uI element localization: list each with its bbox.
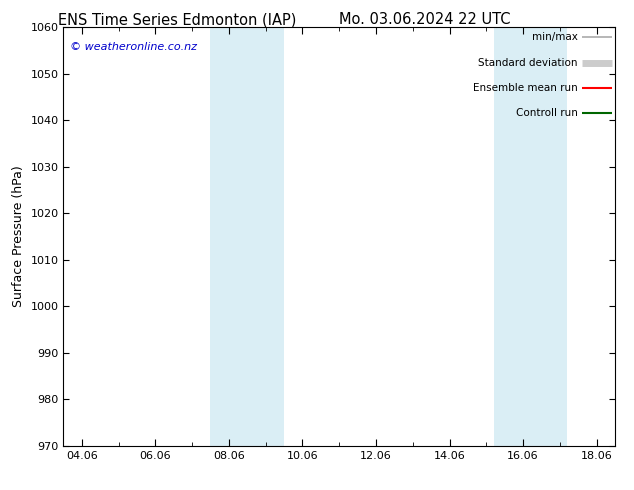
Bar — [210, 27, 284, 446]
Text: Mo. 03.06.2024 22 UTC: Mo. 03.06.2024 22 UTC — [339, 12, 510, 27]
Text: min/max: min/max — [531, 32, 578, 43]
Bar — [494, 27, 567, 446]
Text: Ensemble mean run: Ensemble mean run — [473, 83, 578, 93]
Text: © weatheronline.co.nz: © weatheronline.co.nz — [70, 42, 197, 51]
Text: Standard deviation: Standard deviation — [478, 57, 578, 68]
Text: ENS Time Series Edmonton (IAP): ENS Time Series Edmonton (IAP) — [58, 12, 297, 27]
Text: Controll run: Controll run — [515, 108, 578, 118]
Y-axis label: Surface Pressure (hPa): Surface Pressure (hPa) — [12, 166, 25, 307]
